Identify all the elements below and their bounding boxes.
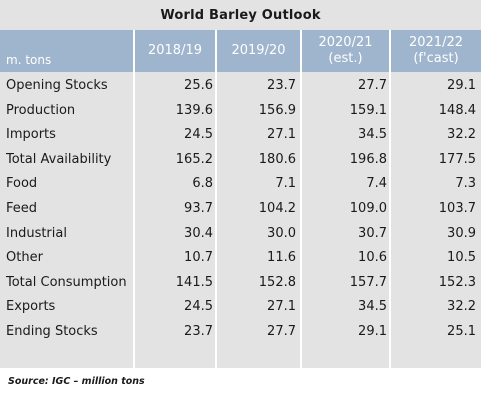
table-cell: 24.5 [184, 127, 213, 143]
column-header-line1: 2020/21 [318, 35, 373, 50]
table-cell: 27.1 [267, 127, 296, 143]
table-cell: 25.6 [184, 78, 213, 93]
table-cell: 25.1 [447, 324, 476, 339]
header-divider [300, 30, 302, 72]
table-row: Production 139.6 156.9 159.1 148.4 [0, 99, 481, 124]
table-row: Industrial 30.4 30.0 30.7 30.9 [0, 222, 481, 247]
table-cell: 23.7 [184, 324, 213, 339]
row-label: Total Availability [6, 151, 112, 167]
table-cell: 24.5 [184, 299, 213, 315]
table-cell: 109.0 [349, 201, 387, 216]
table-row: Exports 24.5 27.1 34.5 32.2 [0, 295, 481, 320]
row-label: Other [6, 250, 43, 266]
table-cell: 159.1 [349, 102, 387, 118]
bottom-margin [0, 394, 481, 414]
table-cell: 34.5 [358, 299, 387, 315]
table-cell: 7.3 [455, 176, 476, 192]
column-header-line2: (f'cast) [413, 51, 459, 66]
column-header-line1: 2018/19 [147, 43, 202, 58]
source-text: IGC – million tons [52, 375, 145, 387]
table-cell: 148.4 [438, 102, 476, 118]
row-label: Production [6, 102, 76, 118]
table-cell: 10.5 [447, 250, 476, 266]
table-cell: 30.7 [358, 225, 387, 241]
table-row: Imports 24.5 27.1 34.5 32.2 [0, 123, 481, 148]
column-header-line1: 2021/22 [408, 35, 463, 50]
table-cell: 29.1 [447, 78, 476, 93]
table-cell: 93.7 [184, 201, 213, 216]
row-label: Total Consumption [6, 274, 127, 290]
table-cell: 196.8 [349, 151, 387, 167]
table-cell: 27.7 [358, 78, 387, 93]
header-row: m. tons 2018/19 2019/20 2020/21 (est.) 2… [0, 30, 481, 72]
table-cell: 6.8 [192, 176, 213, 192]
column-divider [215, 72, 217, 368]
row-label: Exports [6, 299, 56, 315]
header-divider [215, 30, 217, 72]
row-label: Imports [6, 127, 56, 143]
table-cell: 11.6 [267, 250, 296, 266]
table-cell: 30.4 [184, 225, 213, 241]
table-cell: 177.5 [438, 151, 476, 167]
table-row: Total Availability 165.2 180.6 196.8 177.5 [0, 148, 481, 173]
table-cell: 165.2 [175, 151, 213, 167]
table-cell: 152.8 [258, 274, 296, 290]
row-label: Ending Stocks [6, 324, 98, 339]
table-cell: 27.7 [267, 324, 296, 339]
table-cell: 23.7 [267, 78, 296, 93]
table-cell: 156.9 [258, 102, 296, 118]
row-label: Opening Stocks [6, 78, 108, 93]
table-cell: 139.6 [175, 102, 213, 118]
table-cell: 141.5 [175, 274, 213, 290]
header-divider [389, 30, 391, 72]
table-row: Feed 93.7 104.2 109.0 103.7 [0, 197, 481, 222]
table-cell: 29.1 [358, 324, 387, 339]
column-header-line2: (est.) [328, 51, 363, 66]
column-header-line1: 2019/20 [231, 43, 286, 58]
table-row: Food 6.8 7.1 7.4 7.3 [0, 172, 481, 197]
source-note: Source: IGC – million tons [0, 368, 481, 394]
table-cell: 157.7 [349, 274, 387, 290]
column-header-2020-21: 2020/21 (est.) [302, 30, 389, 72]
table-cell: 10.7 [184, 250, 213, 266]
column-header-2018-19: 2018/19 [135, 30, 215, 72]
table-cell: 32.2 [447, 299, 476, 315]
table-row: Opening Stocks 25.6 23.7 27.7 29.1 [0, 74, 481, 99]
unit-header: m. tons [6, 53, 52, 67]
table-cell: 7.4 [366, 176, 387, 192]
source-label: Source: [8, 375, 49, 387]
table-title: World Barley Outlook [0, 0, 481, 30]
table-cell: 30.0 [267, 225, 296, 241]
row-label: Food [6, 176, 38, 192]
header-divider [133, 30, 135, 72]
row-label: Feed [6, 201, 38, 216]
table-cell: 152.3 [438, 274, 476, 290]
table-cell: 34.5 [358, 127, 387, 143]
table-row: Ending Stocks 23.7 27.7 29.1 25.1 [0, 320, 481, 345]
column-header-2021-22: 2021/22 (f'cast) [391, 30, 481, 72]
column-divider [300, 72, 302, 368]
table-cell: 32.2 [447, 127, 476, 143]
table-cell: 104.2 [258, 201, 296, 216]
table-row: Other 10.7 11.6 10.6 10.5 [0, 246, 481, 271]
table-cell: 10.6 [358, 250, 387, 266]
column-divider [133, 72, 135, 368]
table-body: Opening Stocks 25.6 23.7 27.7 29.1 Production… [0, 72, 481, 368]
column-divider [389, 72, 391, 368]
table-cell: 7.1 [275, 176, 296, 192]
row-label: Industrial [6, 225, 67, 241]
table-cell: 103.7 [438, 201, 476, 216]
table-cell: 30.9 [447, 225, 476, 241]
column-header-2019-20: 2019/20 [217, 30, 300, 72]
table-cell: 27.1 [267, 299, 296, 315]
table-cell: 180.6 [258, 151, 296, 167]
table-row: Total Consumption 141.5 152.8 157.7 152.3 [0, 271, 481, 296]
